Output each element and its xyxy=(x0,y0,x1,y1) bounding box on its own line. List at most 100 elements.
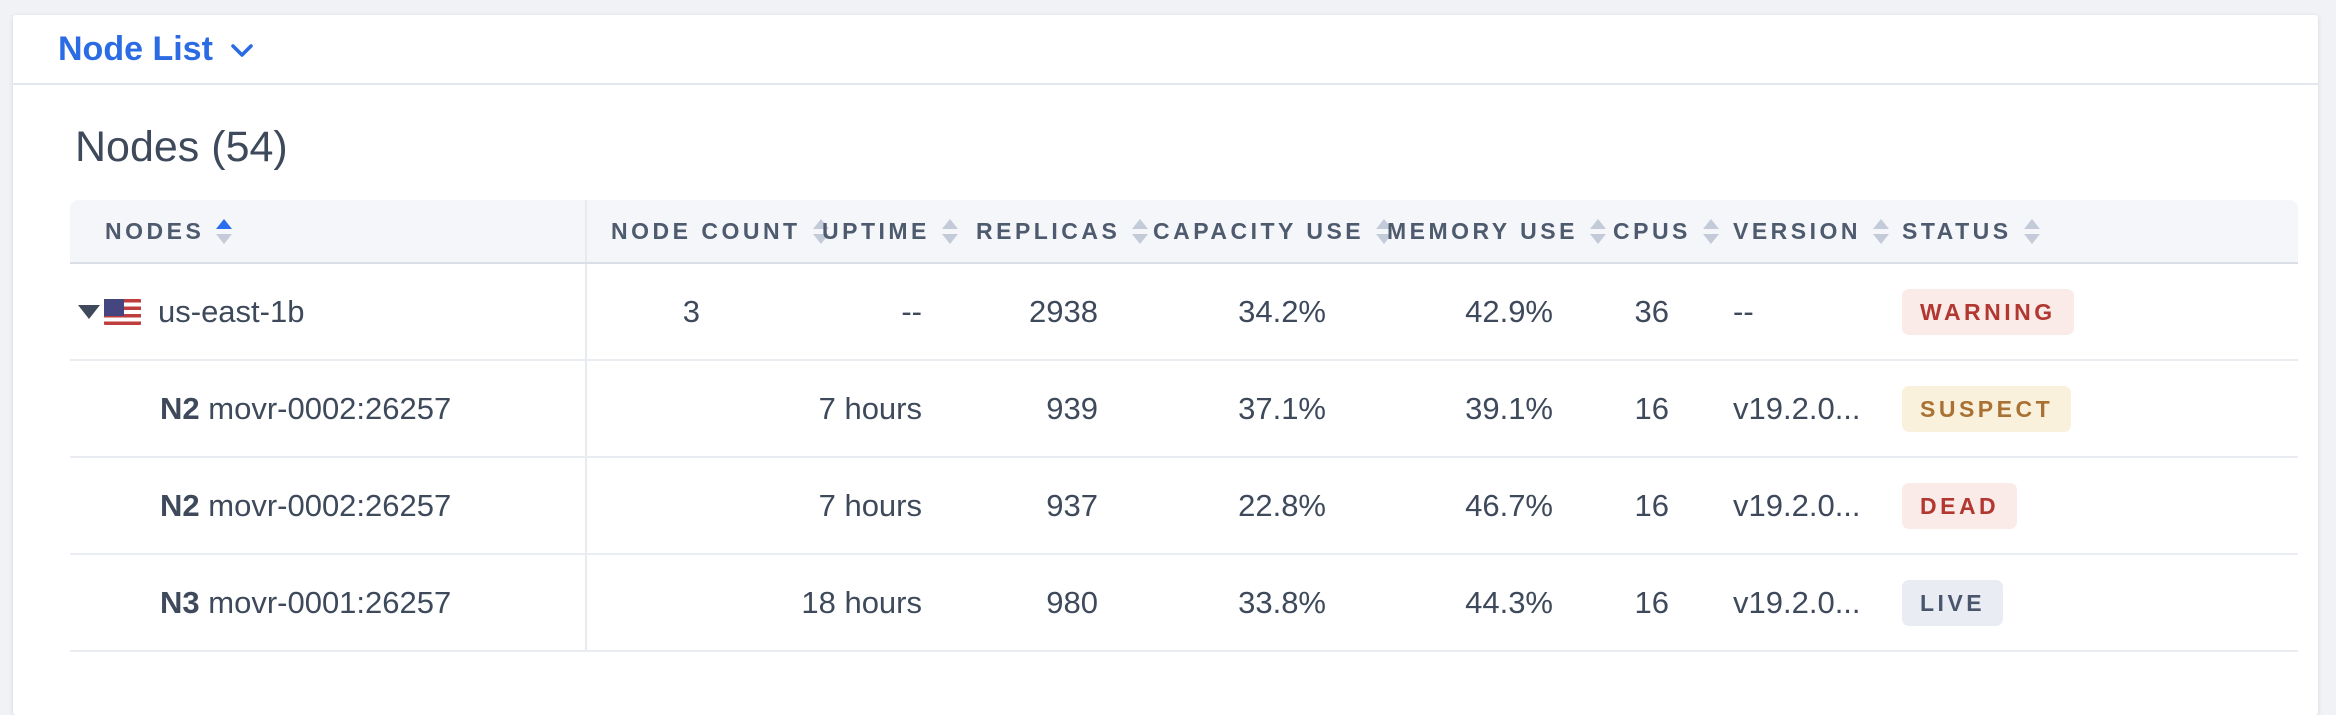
cell-version: v19.2.0... xyxy=(1700,361,1890,456)
value-memory_use: 42.9% xyxy=(1465,293,1553,329)
node-row[interactable]: N2 movr-0002:26257 7 hours 939 37.1% 39.1% 16… xyxy=(70,361,2298,458)
cell-uptime: 7 hours xyxy=(800,361,950,456)
chevron-down-icon xyxy=(231,44,253,57)
value-version: -- xyxy=(1733,293,1754,329)
cell-replicas: 980 xyxy=(950,555,1130,650)
value-memory_use: 39.1% xyxy=(1465,390,1553,426)
value-cpus: 16 xyxy=(1634,487,1669,523)
cell-status: SUSPECT xyxy=(1890,361,2298,456)
sort-icon[interactable] xyxy=(216,218,233,244)
cell-nodes: N2 movr-0002:26257 xyxy=(70,361,587,456)
sort-arrow-down-icon xyxy=(941,233,958,244)
column-header-version[interactable]: VERSION xyxy=(1700,200,1890,262)
cell-replicas: 939 xyxy=(950,361,1130,456)
node-id: N3 xyxy=(160,584,200,620)
value-capacity_use: 34.2% xyxy=(1238,293,1326,329)
sort-icon[interactable] xyxy=(1132,218,1149,244)
sort-arrow-down-icon xyxy=(1873,233,1890,244)
column-label-replicas: REPLICAS xyxy=(976,217,1121,244)
sort-icon[interactable] xyxy=(1873,218,1890,244)
region-row[interactable]: us-east-1b 3 -- 2938 34.2% 42.9% 36 -- WARNING xyxy=(70,264,2298,361)
cell-cpus: 36 xyxy=(1585,264,1700,359)
cell-uptime: -- xyxy=(800,264,950,359)
node-name[interactable]: N3 movr-0001:26257 xyxy=(160,584,452,620)
table-body: us-east-1b 3 -- 2938 34.2% 42.9% 36 -- WARNING N2… xyxy=(70,264,2298,652)
view-selector-bar: Node List xyxy=(13,15,2318,85)
status-badge: LIVE xyxy=(1902,579,2004,626)
node-row[interactable]: N3 movr-0001:26257 18 hours 980 33.8% 44.3% 1… xyxy=(70,555,2298,652)
cell-nodes: N2 movr-0002:26257 xyxy=(70,458,587,553)
value-cpus: 16 xyxy=(1634,390,1669,426)
value-version: v19.2.0... xyxy=(1733,584,1861,620)
value-replicas: 939 xyxy=(1046,390,1098,426)
cell-memory_use: 42.9% xyxy=(1360,264,1585,359)
cell-cpus: 16 xyxy=(1585,458,1700,553)
expand-caret-icon[interactable] xyxy=(78,304,100,319)
cell-memory_use: 44.3% xyxy=(1360,555,1585,650)
cell-nodes: us-east-1b xyxy=(70,264,587,359)
value-uptime: 18 hours xyxy=(801,584,922,620)
sort-icon[interactable] xyxy=(1702,218,1719,244)
sort-icon[interactable] xyxy=(812,218,829,244)
cell-node_count xyxy=(587,361,800,456)
column-label-memory_use: MEMORY USE xyxy=(1387,217,1578,244)
sort-icon[interactable] xyxy=(1589,218,1606,244)
column-label-cpus: CPUS xyxy=(1613,217,1691,244)
sort-arrow-up-icon xyxy=(1873,218,1890,229)
status-badge: DEAD xyxy=(1902,482,2018,529)
column-label-capacity_use: CAPACITY USE xyxy=(1153,217,1365,244)
node-list-dropdown[interactable]: Node List xyxy=(58,30,253,69)
column-header-nodes[interactable]: NODES xyxy=(70,200,587,262)
value-uptime: 7 hours xyxy=(818,487,922,523)
sort-arrow-down-icon xyxy=(1376,233,1393,244)
node-row[interactable]: N2 movr-0002:26257 7 hours 937 22.8% 46.7% 16… xyxy=(70,458,2298,555)
cell-status: WARNING xyxy=(1890,264,2298,359)
cell-memory_use: 39.1% xyxy=(1360,361,1585,456)
cell-status: DEAD xyxy=(1890,458,2298,553)
value-uptime: 7 hours xyxy=(818,390,922,426)
sort-arrow-down-icon xyxy=(1132,233,1149,244)
value-uptime: -- xyxy=(901,293,922,329)
column-header-uptime[interactable]: UPTIME xyxy=(800,200,958,262)
column-header-capacity_use[interactable]: CAPACITY USE xyxy=(1130,200,1393,262)
value-replicas: 980 xyxy=(1046,584,1098,620)
value-capacity_use: 22.8% xyxy=(1238,487,1326,523)
value-memory_use: 44.3% xyxy=(1465,584,1553,620)
content-card: Node List Nodes (54) NODES NODE COUNT UPTI… xyxy=(13,15,2318,715)
cell-capacity_use: 33.8% xyxy=(1130,555,1360,650)
sort-arrow-up-icon xyxy=(812,218,829,229)
column-header-replicas[interactable]: REPLICAS xyxy=(950,200,1149,262)
us-flag-icon xyxy=(104,298,141,325)
cell-capacity_use: 22.8% xyxy=(1130,458,1360,553)
node-name[interactable]: N2 movr-0002:26257 xyxy=(160,390,452,426)
table-header-row: NODES NODE COUNT UPTIME REPLICAS CAPACITY US… xyxy=(70,200,2298,264)
status-badge: SUSPECT xyxy=(1902,385,2072,432)
sort-arrow-up-icon xyxy=(1589,218,1606,229)
column-header-status[interactable]: STATUS xyxy=(1890,200,2298,262)
column-header-memory_use[interactable]: MEMORY USE xyxy=(1360,200,1606,262)
value-cpus: 36 xyxy=(1634,293,1669,329)
column-header-cpus[interactable]: CPUS xyxy=(1585,200,1719,262)
cell-node_count: 3 xyxy=(587,264,800,359)
node-name[interactable]: N2 movr-0002:26257 xyxy=(160,487,452,523)
column-header-node_count[interactable]: NODE COUNT xyxy=(587,200,829,262)
sort-arrow-down-icon xyxy=(2023,233,2040,244)
cell-version: -- xyxy=(1700,264,1890,359)
sort-arrow-up-icon xyxy=(941,218,958,229)
value-version: v19.2.0... xyxy=(1733,390,1861,426)
sort-icon[interactable] xyxy=(941,218,958,244)
status-badge: WARNING xyxy=(1902,288,2074,335)
value-node_count: 3 xyxy=(682,293,700,329)
nodes-table: NODES NODE COUNT UPTIME REPLICAS CAPACITY US… xyxy=(70,200,2298,652)
value-replicas: 2938 xyxy=(1029,293,1098,329)
sort-arrow-up-icon xyxy=(216,218,233,229)
sort-arrow-up-icon xyxy=(1376,218,1393,229)
sort-icon[interactable] xyxy=(2023,218,2040,244)
cell-version: v19.2.0... xyxy=(1700,555,1890,650)
value-version: v19.2.0... xyxy=(1733,487,1861,523)
page-title: Nodes (54) xyxy=(75,123,288,171)
cell-replicas: 2938 xyxy=(950,264,1130,359)
value-capacity_use: 37.1% xyxy=(1238,390,1326,426)
sort-arrow-down-icon xyxy=(1589,233,1606,244)
sort-icon[interactable] xyxy=(1376,218,1393,244)
